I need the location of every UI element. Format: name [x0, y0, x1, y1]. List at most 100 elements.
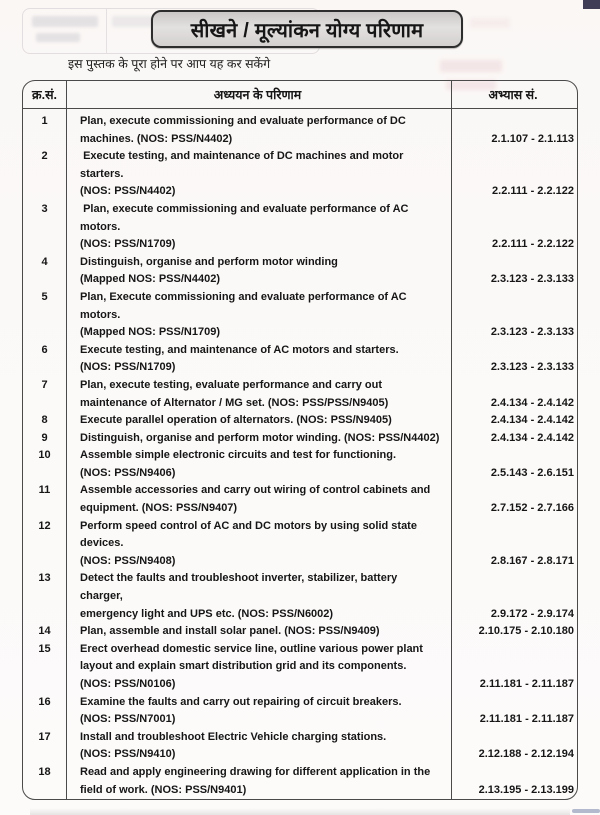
table-row: 14 Plan, assemble and install solar pane… — [23, 623, 577, 641]
row-number-cell: 17 — [38, 730, 51, 743]
row-number-cell: 16 — [38, 695, 51, 708]
exercise-range-cell: 2.4.134 - 2.4.142 — [490, 396, 574, 409]
outcome-cell: Read and apply engineering drawing for d… — [66, 764, 449, 799]
table-row: 2 Execute testing, and maintenance of DC… — [23, 148, 577, 201]
outcome-line: Distinguish, organise and perform motor … — [80, 431, 440, 444]
row-number-cell: 12 — [38, 519, 51, 532]
bleedthrough-ghost-text — [32, 16, 98, 27]
page-title-box: सीखने / मूल्यांकन योग्य परिणाम — [151, 10, 463, 48]
page-title: सीखने / मूल्यांकन योग्य परिणाम — [190, 19, 424, 42]
outcome-cell: Perform speed control of AC and DC motor… — [66, 518, 449, 571]
row-number-cell: 14 — [38, 625, 51, 638]
table-row: 12 Perform speed control of AC and DC mo… — [23, 518, 577, 571]
exercise-range-cell: 2.9.172 - 2.9.174 — [490, 607, 574, 620]
outcome-cell: Plan, assemble and install solar panel. … — [66, 623, 449, 641]
outcome-line: Execute testing, and maintenance of DC m… — [80, 150, 407, 180]
outcome-line: Install and troubleshoot Electric Vehicl… — [80, 730, 387, 743]
row-number-cell: 7 — [41, 378, 48, 391]
bleedthrough-ghost-text — [440, 60, 502, 72]
outcome-line: (Mapped NOS: PSS/N4402) — [80, 273, 220, 286]
table-row: 5 Plan, Execute commissioning and evalua… — [23, 289, 577, 342]
header-exercise-number: अभ्यास सं. — [488, 88, 538, 102]
outcome-cell: Plan, Execute commissioning and evaluate… — [66, 289, 449, 342]
table-row: 4 Distinguish, organise and perform moto… — [23, 254, 577, 289]
exercise-range-cell: 2.3.123 - 2.3.133 — [490, 273, 574, 286]
outcome-line: (Mapped NOS: PSS/N1709) — [80, 326, 220, 339]
header-serial-number: क्र.सं. — [32, 88, 57, 102]
outcome-line: Plan, execute commissioning and evaluate… — [80, 202, 412, 233]
row-number-cell: 5 — [41, 290, 48, 303]
exercise-range-cell: 2.3.123 - 2.3.133 — [490, 326, 574, 339]
row-number-cell: 11 — [38, 484, 51, 497]
exercise-range-cell: 2.12.188 - 2.12.194 — [478, 748, 574, 761]
outcome-line: emergency light and UPS etc. (NOS: PSS/N… — [80, 607, 334, 620]
outcome-line: Assemble simple electronic circuits and … — [80, 449, 397, 462]
row-number-cell: 8 — [41, 414, 48, 427]
row-number-cell: 9 — [41, 431, 48, 444]
table-header-row: क्र.सं. अध्ययन के परिणाम अभ्यास सं. — [23, 81, 577, 109]
outcome-cell: Execute testing, and maintenance of AC m… — [66, 342, 449, 377]
outcome-cell: Examine the faults and carry out repairi… — [66, 694, 449, 729]
row-number-cell: 4 — [41, 255, 48, 268]
scan-smudge — [572, 809, 600, 813]
outcome-cell: Plan, execute commissioning and evaluate… — [66, 113, 449, 148]
column-divider — [451, 81, 452, 799]
row-number-cell: 1 — [41, 115, 48, 127]
table-row: 15 Erect overhead domestic service line,… — [23, 641, 577, 694]
outcome-line: Plan, execute commissioning and evaluate… — [80, 115, 406, 127]
row-number-cell: 19 — [23, 799, 66, 800]
outcome-line: maintenance of Alternator / MG set. (NOS… — [80, 396, 389, 409]
page-curl-shadow — [30, 808, 570, 815]
exercise-range-cell: 2.2.111 - 2.2.122 — [492, 238, 574, 251]
outcome-line: Plan, assemble and install solar panel. … — [80, 625, 380, 638]
bleedthrough-ghost-text — [446, 80, 496, 90]
row-number-cell: 6 — [41, 343, 48, 356]
table-row: 7 Plan, execute testing, evaluate perfor… — [23, 377, 577, 412]
outcome-cell: Distinguish, organise and perform motor … — [66, 430, 449, 448]
outcome-cell: Install and troubleshoot Electric Vehicl… — [66, 729, 449, 764]
page-corner-mark — [583, 0, 600, 9]
table-row: 11 Assemble accessories and carry out wi… — [23, 482, 577, 517]
row-number-cell: 2 — [41, 150, 48, 163]
row-number-cell: 15 — [38, 642, 51, 655]
row-number-cell: 13 — [38, 572, 51, 585]
outcome-cell: Plan, execute testing, evaluate performa… — [66, 377, 449, 412]
outcome-cell: Demonstrate basic mathematical concept a… — [66, 799, 449, 800]
table-row: 13 Detect the faults and troubleshoot in… — [23, 570, 577, 623]
header-learning-outcomes: अध्ययन के परिणाम — [213, 88, 302, 102]
outcome-line: Perform speed control of AC and DC motor… — [80, 519, 421, 550]
outcome-cell: Execute parallel operation of alternator… — [66, 412, 449, 430]
exercise-range-cell: 2.14.200 - 2.14.202 — [449, 799, 577, 800]
outcome-line: Execute parallel operation of alternator… — [80, 414, 392, 427]
outcome-line: Examine the faults and carry out repairi… — [80, 695, 402, 708]
outcome-line: Execute testing, and maintenance of AC m… — [80, 343, 399, 356]
bleedthrough-ghost-text — [36, 33, 80, 42]
exercise-range-cell: 2.2.111 - 2.2.122 — [492, 185, 574, 198]
row-number-cell: 10 — [38, 449, 51, 462]
outcome-line: Erect overhead domestic service line, ou… — [80, 642, 423, 655]
outcome-line: Read and apply engineering drawing for d… — [80, 765, 431, 778]
outcome-cell: Plan, execute commissioning and evaluate… — [66, 201, 449, 254]
outcome-line: (NOS: PSS/N4402) — [80, 185, 176, 198]
bleedthrough-ghost-text — [470, 18, 510, 28]
outcome-line: equipment. (NOS: PSS/N9407) — [80, 502, 238, 515]
outcome-line: Detect the faults and troubleshoot inver… — [80, 572, 401, 603]
outcome-line: layout and explain smart distribution gr… — [80, 660, 407, 673]
outcome-line: (NOS: PSS/N7001) — [80, 713, 176, 726]
exercise-range-cell: 2.13.195 - 2.13.199 — [478, 783, 574, 796]
outcome-cell: Erect overhead domestic service line, ou… — [66, 641, 449, 694]
exercise-range-cell: 2.4.134 - 2.4.142 — [490, 414, 574, 427]
outcome-line: (NOS: PSS/N0106) — [80, 678, 176, 690]
exercise-range-cell: 2.3.123 - 2.3.133 — [490, 361, 574, 374]
outcome-line: machines. (NOS: PSS/N4402) — [80, 132, 233, 145]
row-number-cell: 18 — [38, 765, 51, 778]
exercise-range-cell: 2.7.152 - 2.7.166 — [490, 502, 574, 515]
table-row: 19 Demonstrate basic mathematical concep… — [23, 799, 577, 800]
page-subtitle: इस पुस्तक के पूरा होने पर आप यह कर सकेंग… — [68, 57, 271, 71]
table-row: 17 Install and troubleshoot Electric Veh… — [23, 729, 577, 764]
column-divider — [66, 81, 67, 799]
outcome-line: Distinguish, organise and perform motor … — [80, 255, 338, 268]
outcome-line: (NOS: PSS/N1709) — [80, 361, 176, 374]
exercise-range-cell: 2.8.167 - 2.8.171 — [490, 554, 574, 567]
